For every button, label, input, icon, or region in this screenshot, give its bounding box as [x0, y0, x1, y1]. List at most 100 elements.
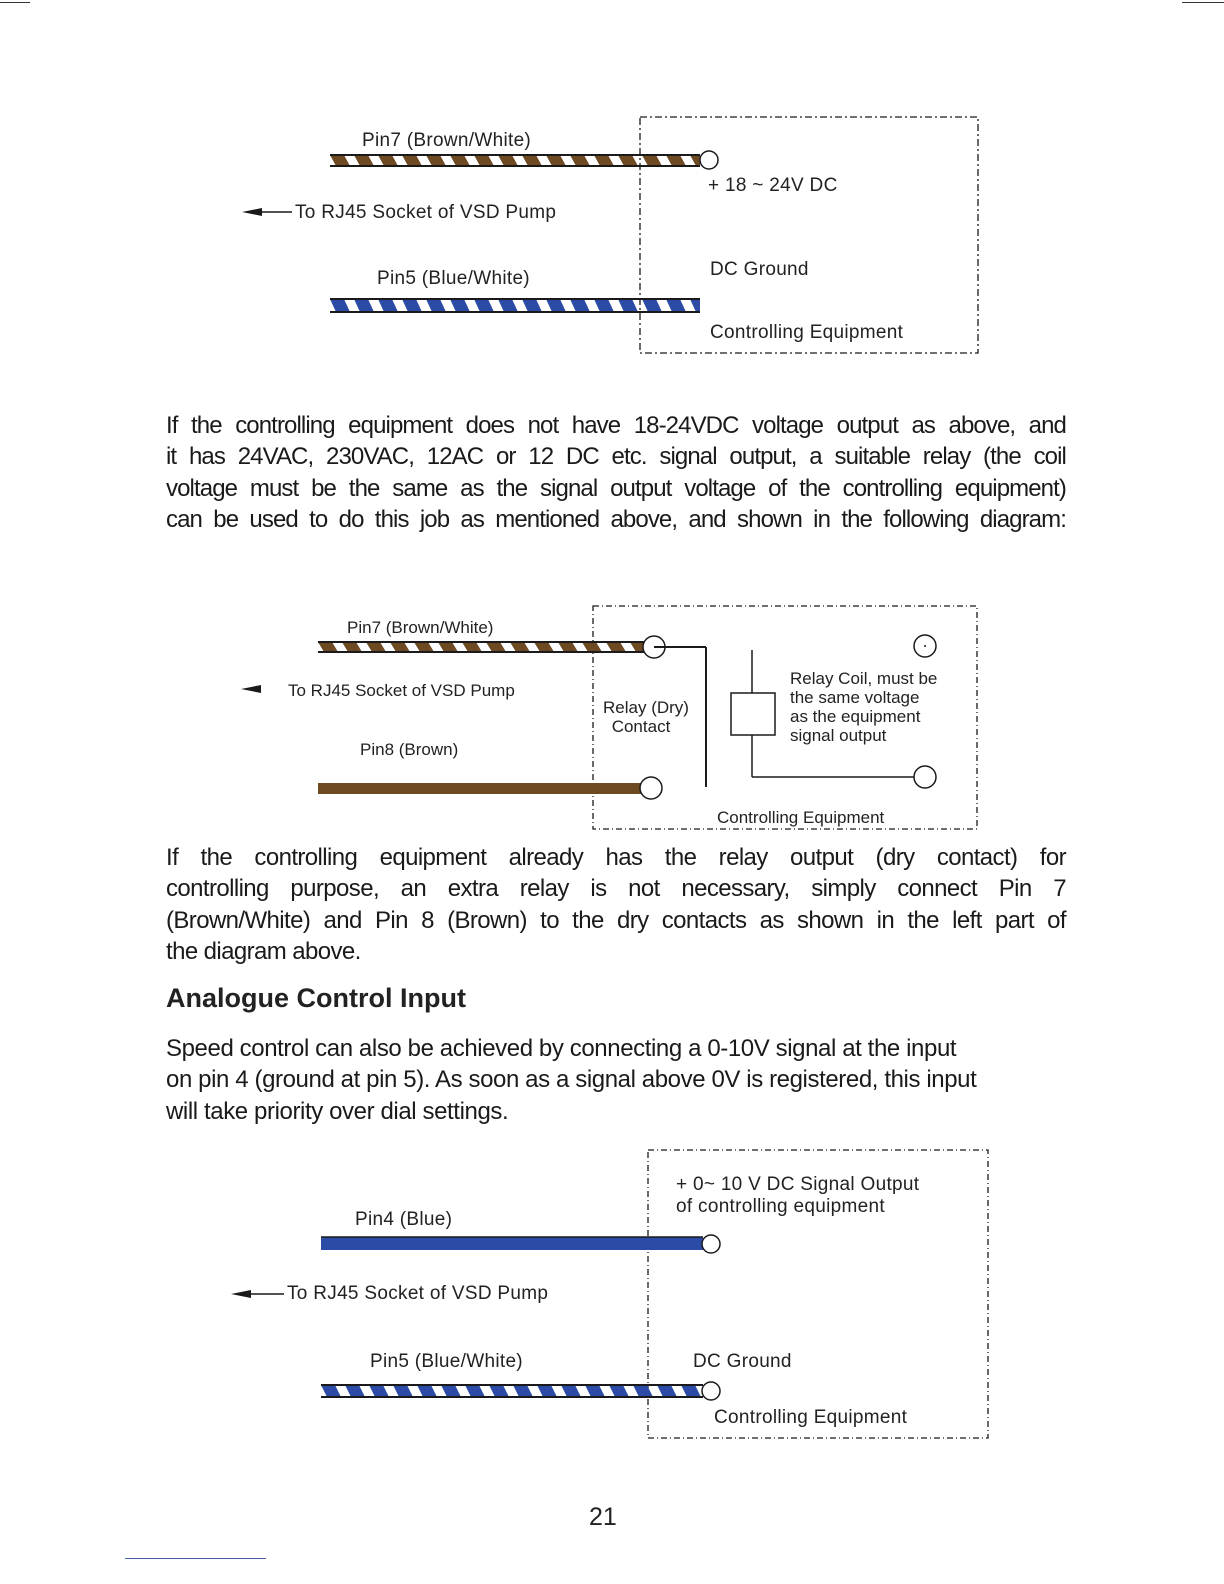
- diagram3-ground-label: DC Ground: [693, 1351, 792, 1372]
- diagram1-pin7-wire-stripe: [594, 155, 614, 166]
- diagram2-pin7-wire-stripe: [510, 642, 530, 652]
- diagram2-pin7-wire-stripe: [534, 642, 554, 652]
- section-heading: Analogue Control Input: [166, 983, 466, 1013]
- diagram3-pin5-wire-stripe: [417, 1385, 437, 1397]
- diagram1-ground-label: DC Ground: [710, 259, 809, 280]
- diagram1-pin7-wire-stripe: [666, 155, 686, 166]
- diagram3-pin5-wire-stripe: [441, 1385, 461, 1397]
- diagram2-terminal-dot: [924, 645, 926, 647]
- diagram2-socket-label: To RJ45 Socket of VSD Pump: [288, 681, 515, 700]
- diagram1-pin5-wire-stripe: [450, 299, 470, 312]
- diagram2-pin7-label: Pin7 (Brown/White): [347, 618, 494, 637]
- corner-mark-top-right: [1182, 2, 1224, 3]
- diagram3-pin5-wire-stripe: [585, 1385, 605, 1397]
- diagram3-pin5-wire-stripe: [369, 1385, 389, 1397]
- diagram3-pin5-wire-stripe: [465, 1385, 485, 1397]
- diagram2-relay-contact-label: Relay (Dry) Contact: [603, 698, 689, 736]
- diagram1-pin7-wire-stripe: [330, 155, 350, 166]
- diagram1-pin5-wire-stripe: [642, 299, 662, 312]
- diagram2-equipment-box: [592, 605, 978, 830]
- diagram2-pin7-wire-stripe: [630, 642, 645, 652]
- diagram1-socket-label: To RJ45 Socket of VSD Pump: [295, 202, 557, 223]
- paragraph-analogue: Speed control can also be achieved by co…: [166, 1035, 977, 1125]
- corner-mark-top-left: [0, 2, 30, 3]
- diagram3-pin5-wire-stripe: [321, 1385, 341, 1397]
- diagram3-pin5-wire-stripe: [537, 1385, 557, 1397]
- diagram2-pin7-wire-stripe: [606, 642, 626, 652]
- diagram3-pin4-label: Pin4 (Blue): [355, 1209, 453, 1230]
- diagram3-pin5-wire-stripe: [657, 1385, 677, 1397]
- diagram1-supply-terminal: [699, 150, 719, 170]
- diagram2-pin7-wire-stripe: [486, 642, 506, 652]
- diagram1-pin5-wire-stripe: [546, 299, 566, 312]
- diagram2-pin7-wire-stripe: [414, 642, 434, 652]
- diagram1-pin7-wire-stripe: [426, 155, 446, 166]
- diagram2-relay-coil-label: Relay Coil, must be the same voltage as …: [790, 669, 938, 745]
- diagram1-pin5-wire-stripe: [690, 299, 700, 312]
- diagram3-ground-terminal: [701, 1381, 721, 1401]
- diagram1-pin7-wire-stripe: [570, 155, 590, 166]
- diagram1-pin5-wire-stripe: [354, 299, 374, 312]
- diagram1-pin5-wire-stripe: [666, 299, 686, 312]
- diagram1-pin5-wire-stripe: [522, 299, 542, 312]
- diagram3-pin5-wire-stripe: [633, 1385, 653, 1397]
- diagram1-pin7-wire-stripe: [378, 155, 398, 166]
- diagram1-pin5-wire-stripe: [330, 299, 350, 312]
- diagram1-pin7-wire-stripe: [474, 155, 494, 166]
- diagram3-pin5-wire-stripe: [513, 1385, 533, 1397]
- diagram2-pin7-wire-stripe: [318, 642, 338, 652]
- diagram2-equipment-label: Controlling Equipment: [717, 808, 885, 827]
- diagram1-pin7-wire-stripe: [690, 155, 700, 166]
- diagram3-pin5-wire-stripe: [393, 1385, 413, 1397]
- diagram3-pin5-wire-stripe: [561, 1385, 581, 1397]
- diagram3-arrow-icon: [231, 1290, 251, 1298]
- diagram1-pin5-wire-stripe: [378, 299, 398, 312]
- diagram1-pin7-wire-stripe: [498, 155, 518, 166]
- diagram2-pin7-wire-stripe: [558, 642, 578, 652]
- diagram1-pin5-wire-stripe: [594, 299, 614, 312]
- diagram1-arrow-icon: [242, 208, 262, 216]
- diagram1-pin5-wire-stripe: [402, 299, 422, 312]
- diagram1-pin7-label: Pin7 (Brown/White): [362, 130, 532, 151]
- diagram1-pin7-wire-stripe: [546, 155, 566, 166]
- diagram1-pin7-wire-stripe: [450, 155, 470, 166]
- diagram2-pin8-label: Pin8 (Brown): [360, 740, 459, 759]
- footnote-rule: [125, 1558, 266, 1559]
- diagram2-pin7-wire-stripe: [390, 642, 410, 652]
- diagram1-pin5-wire-stripe: [498, 299, 518, 312]
- diagram1-pin7-wire-stripe: [618, 155, 638, 166]
- diagram2-pin8-terminal: [639, 776, 663, 800]
- diagram2-relay-coil: [730, 692, 776, 736]
- diagram2-pin7-wire-stripe: [462, 642, 482, 652]
- diagram3-pin5-wire-stripe: [609, 1385, 629, 1397]
- diagram2-pin7-wire-stripe: [582, 642, 602, 652]
- diagram1-pin5-wire-stripe: [426, 299, 446, 312]
- diagram2-pin8-wire: [318, 783, 645, 794]
- paragraph-dry-contact: If the controlling equipment already has…: [166, 844, 1067, 965]
- diagram3-pin5-wire-stripe: [345, 1385, 365, 1397]
- diagram2-coil-terminal-bottom: [913, 765, 937, 789]
- diagram3-equipment-box: [647, 1149, 989, 1439]
- diagram3-socket-label: To RJ45 Socket of VSD Pump: [287, 1283, 549, 1304]
- diagram1-pin5-wire-stripe: [474, 299, 494, 312]
- diagram1-equipment-label: Controlling Equipment: [710, 322, 904, 343]
- diagram1-pin7-wire-stripe: [642, 155, 662, 166]
- page-number: 21: [589, 1503, 617, 1531]
- diagram2-pin7-wire-stripe: [438, 642, 458, 652]
- diagram2-pin7-wire-stripe: [342, 642, 362, 652]
- diagram3-pin4-wire: [321, 1237, 703, 1250]
- diagram3-signal-terminal: [701, 1234, 721, 1254]
- diagram3-equipment-label: Controlling Equipment: [714, 1407, 908, 1428]
- diagram1-pin5-label: Pin5 (Blue/White): [377, 268, 530, 289]
- diagram1-pin7-wire-stripe: [402, 155, 422, 166]
- diagram1-equipment-box: [639, 116, 979, 354]
- diagram3-pin5-label: Pin5 (Blue/White): [370, 1351, 523, 1372]
- diagram3-signal-label: + 0~ 10 V DC Signal Output of controllin…: [676, 1174, 920, 1217]
- diagram1-pin5-wire-stripe: [570, 299, 590, 312]
- diagram2-arrow-icon: [241, 685, 261, 693]
- diagram2-pin7-wire-stripe: [366, 642, 386, 652]
- diagram1-pin5-wire-stripe: [618, 299, 638, 312]
- paragraph-relay-intro: If the controlling equipment does not ha…: [166, 412, 1067, 533]
- diagram1-pin7-wire-stripe: [354, 155, 374, 166]
